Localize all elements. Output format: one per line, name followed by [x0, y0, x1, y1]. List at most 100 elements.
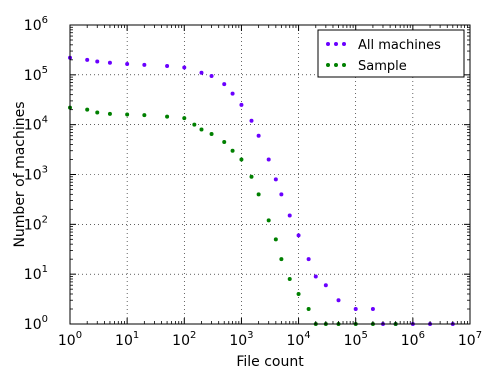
legend-marker	[326, 63, 330, 67]
data-point	[230, 148, 235, 153]
label-layer: 100 101 102 103 104 105 106 1071001011021031041…	[24, 15, 482, 349]
data-point	[142, 113, 147, 118]
data-point	[279, 192, 284, 197]
y-tick-exponent: 6	[42, 15, 48, 26]
data-point	[249, 174, 254, 179]
x-tick-label: 101	[115, 330, 139, 349]
x-tick-exponent: 2	[190, 330, 196, 341]
legend-box	[317, 29, 465, 78]
y-tick-base: 10	[24, 168, 42, 184]
data-point	[125, 112, 130, 117]
legend-item: Sample	[326, 59, 407, 74]
x-tick-exponent: 7	[476, 330, 482, 341]
legend-label: Sample	[358, 59, 407, 74]
x-tick-base: 10	[286, 333, 304, 349]
legend-label: All machines	[358, 38, 441, 53]
legend-marker	[334, 63, 338, 67]
y-tick-label: 101	[24, 264, 48, 283]
x-tick-label: 100	[58, 330, 82, 349]
data-point	[95, 110, 100, 115]
x-tick-base: 10	[401, 333, 419, 349]
y-tick-exponent: 5	[42, 65, 48, 76]
y-tick-label: 103	[24, 165, 48, 184]
series-layer	[68, 55, 455, 326]
x-tick-exponent: 0	[76, 330, 82, 341]
x-tick-exponent: 3	[247, 330, 253, 341]
legend: All machines Sample	[317, 29, 465, 78]
legend-marker	[334, 42, 338, 46]
x-tick-label: 105	[344, 330, 368, 349]
data-point	[209, 73, 214, 78]
data-point	[85, 57, 90, 62]
data-point	[199, 70, 204, 75]
data-point	[239, 102, 244, 107]
data-point	[287, 276, 292, 281]
data-point	[273, 177, 278, 182]
y-tick-base: 10	[24, 317, 42, 333]
data-point	[323, 283, 328, 288]
x-tick-base: 10	[458, 333, 476, 349]
y-tick-label: 104	[24, 115, 48, 134]
data-point	[165, 64, 170, 69]
data-point	[296, 291, 301, 296]
data-point	[273, 237, 278, 242]
x-tick-base: 10	[229, 333, 247, 349]
data-point	[125, 61, 130, 66]
y-tick-base: 10	[24, 118, 42, 134]
x-tick-exponent: 1	[133, 330, 139, 341]
y-tick-base: 10	[24, 68, 42, 84]
data-point	[266, 218, 271, 223]
tick-layer	[69, 24, 471, 325]
data-point	[249, 118, 254, 123]
x-tick-base: 10	[172, 333, 190, 349]
data-point	[107, 111, 112, 116]
y-tick-exponent: 0	[42, 314, 48, 325]
data-point	[230, 91, 235, 96]
data-point	[353, 306, 358, 311]
y-tick-exponent: 1	[42, 264, 48, 275]
data-point	[107, 60, 112, 65]
legend-item: All machines	[326, 38, 441, 53]
y-axis-title: Number of machines	[12, 101, 28, 247]
data-point	[279, 257, 284, 262]
y-tick-base: 10	[24, 267, 42, 283]
data-point	[306, 257, 311, 262]
x-tick-label: 106	[401, 330, 425, 349]
data-point	[182, 65, 187, 70]
y-tick-label: 102	[24, 214, 48, 233]
data-point	[370, 306, 375, 311]
data-point	[239, 157, 244, 162]
data-point	[85, 107, 90, 112]
data-point	[256, 192, 261, 197]
data-point	[222, 139, 227, 144]
data-point	[222, 82, 227, 87]
x-tick-exponent: 6	[419, 330, 425, 341]
y-tick-label: 106	[24, 15, 48, 34]
y-tick-label: 105	[24, 65, 48, 84]
x-tick-label: 104	[286, 330, 310, 349]
data-point	[296, 233, 301, 238]
data-point	[287, 213, 292, 218]
x-tick-base: 10	[115, 333, 133, 349]
x-axis-title: File count	[236, 354, 304, 370]
data-point	[192, 122, 197, 127]
x-tick-exponent: 4	[304, 330, 310, 341]
y-tick-exponent: 3	[42, 165, 48, 176]
data-point	[256, 133, 261, 138]
y-tick-exponent: 2	[42, 214, 48, 225]
legend-marker	[342, 63, 346, 67]
x-tick-exponent: 5	[361, 330, 367, 341]
data-point	[209, 131, 214, 136]
y-tick-label: 100	[24, 314, 48, 333]
data-point	[165, 114, 170, 119]
x-tick-label: 107	[458, 330, 482, 349]
data-point	[266, 157, 271, 162]
legend-marker	[326, 42, 330, 46]
y-tick-base: 10	[24, 18, 42, 34]
data-point	[142, 62, 147, 67]
legend-marker	[342, 42, 346, 46]
y-tick-exponent: 4	[42, 115, 48, 126]
data-point	[182, 116, 187, 121]
